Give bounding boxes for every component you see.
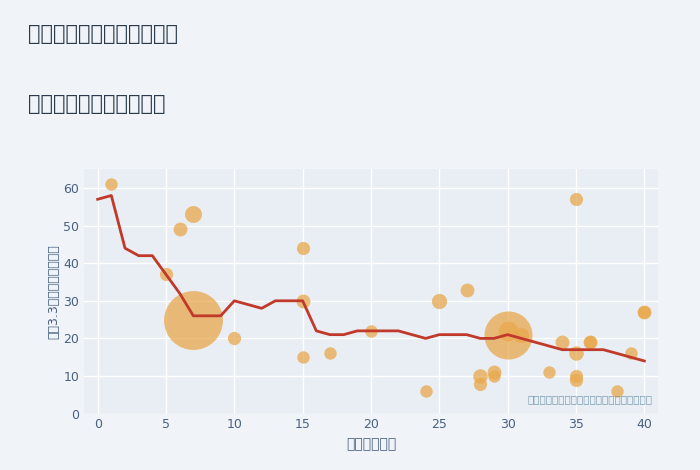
Point bbox=[584, 338, 595, 346]
Point bbox=[106, 180, 117, 188]
Point bbox=[556, 338, 568, 346]
Point bbox=[475, 380, 486, 387]
Point bbox=[638, 308, 650, 316]
Point bbox=[297, 297, 308, 305]
Y-axis label: 坪（3.3㎡）単価（万円）: 坪（3.3㎡）単価（万円） bbox=[48, 244, 60, 339]
Text: 築年数別中古戸建て価格: 築年数別中古戸建て価格 bbox=[28, 94, 165, 114]
Point bbox=[420, 387, 431, 395]
Text: 兵庫県豊岡市但東町出合の: 兵庫県豊岡市但東町出合の bbox=[28, 24, 178, 44]
Point bbox=[502, 327, 513, 335]
Point bbox=[570, 350, 582, 357]
Point bbox=[516, 331, 527, 338]
Text: 円の大きさは、取引のあった物件面積を示す: 円の大きさは、取引のあった物件面積を示す bbox=[527, 394, 652, 404]
Point bbox=[461, 286, 472, 293]
Point bbox=[570, 376, 582, 384]
Point bbox=[489, 368, 500, 376]
Point bbox=[570, 372, 582, 380]
Point bbox=[365, 327, 377, 335]
Point bbox=[188, 211, 199, 218]
X-axis label: 築年数（年）: 築年数（年） bbox=[346, 437, 396, 451]
Point bbox=[570, 196, 582, 203]
Point bbox=[324, 350, 335, 357]
Point bbox=[229, 335, 240, 342]
Point bbox=[188, 316, 199, 323]
Point bbox=[502, 331, 513, 338]
Point bbox=[160, 271, 172, 278]
Point bbox=[625, 350, 636, 357]
Point bbox=[297, 244, 308, 252]
Point bbox=[174, 226, 186, 233]
Point bbox=[489, 372, 500, 380]
Point bbox=[611, 387, 622, 395]
Point bbox=[638, 308, 650, 316]
Point bbox=[297, 353, 308, 361]
Point bbox=[434, 297, 445, 305]
Point bbox=[543, 368, 554, 376]
Point bbox=[475, 372, 486, 380]
Point bbox=[584, 338, 595, 346]
